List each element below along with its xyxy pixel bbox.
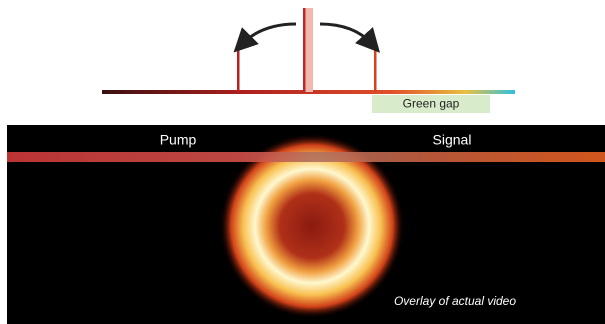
caption: Overlay of actual video: [394, 294, 516, 308]
pump-label: Pump: [160, 132, 197, 148]
arrow-right: [320, 24, 372, 44]
beam: [7, 152, 605, 162]
signal-line: [374, 50, 377, 92]
green-gap-label: Green gap: [403, 97, 460, 111]
pump-line: [303, 8, 306, 92]
signal-label: Signal: [433, 132, 472, 148]
idler-line: [237, 50, 240, 92]
diagram: Green gap Pump Signal Overlay of actual …: [0, 0, 605, 324]
arrow-left: [242, 24, 296, 44]
